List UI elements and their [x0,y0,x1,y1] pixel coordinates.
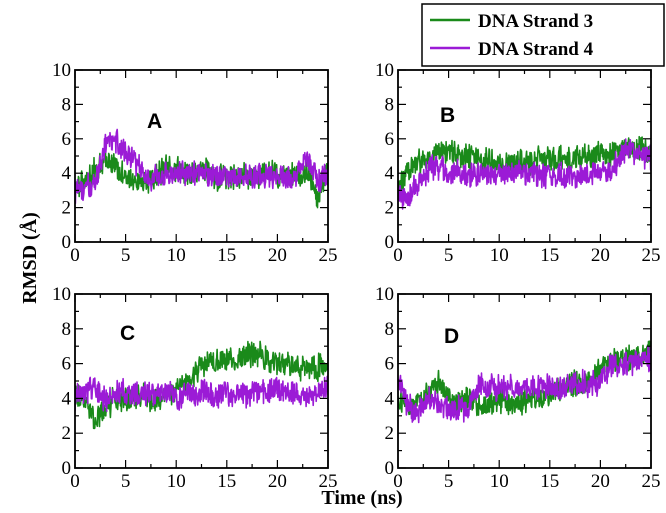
x-axis-title: Time (ns) [321,487,402,509]
y-tick-label-b: 6 [385,129,395,150]
series-line-b-4 [398,138,651,210]
series-line-d-3 [398,340,651,418]
x-tick-label-a: 15 [217,245,236,266]
y-tick-label-d: 0 [385,458,395,479]
x-tick-label-b: 0 [393,245,403,266]
x-tick-label-b: 20 [591,245,610,266]
x-tick-label-c: 10 [167,471,186,492]
y-tick-label-d: 8 [385,319,395,340]
y-tick-label-c: 10 [52,284,71,305]
x-tick-label-d: 5 [444,471,454,492]
y-tick-label-a: 8 [62,94,72,115]
series-line-c-3 [75,340,328,430]
series-line-a-4 [75,128,328,205]
x-tick-label-c: 5 [121,471,131,492]
y-tick-label-a: 0 [62,232,72,253]
x-tick-label-c: 25 [319,471,338,492]
x-tick-label-c: 20 [268,471,287,492]
x-tick-label-a: 20 [268,245,287,266]
panel-label-d: D [444,325,459,348]
panel-label-b: B [440,104,455,127]
y-tick-label-c: 4 [62,388,72,409]
x-tick-label-b: 5 [444,245,454,266]
legend: DNA Strand 3 DNA Strand 4 [421,3,665,67]
panel-b: 0 5 10 15 20 25 0 2 4 6 8 10 B [375,60,661,266]
y-tick-label-b: 4 [385,163,395,184]
x-tick-label-b: 10 [490,245,509,266]
y-tick-label-d: 2 [385,423,395,444]
x-tick-label-d: 15 [540,471,559,492]
panel-label-c: C [120,322,135,345]
y-tick-label-d: 6 [385,354,395,375]
panel-label-a: A [147,110,162,133]
x-tick-label-c: 15 [217,471,236,492]
panel-a: 0 5 10 15 20 25 0 2 4 6 8 10 A [52,60,338,266]
y-tick-label-c: 0 [62,458,72,479]
y-tick-label-a: 6 [62,129,72,150]
y-axis-title: RMSD (Å) [18,212,41,304]
series-line-d-4 [398,345,651,424]
x-tick-label-a: 10 [167,245,186,266]
y-tick-label-c: 2 [62,423,72,444]
series-line-c-4 [75,375,328,413]
y-tick-label-d: 10 [375,284,394,305]
x-tick-label-a: 5 [121,245,131,266]
y-tick-label-a: 4 [62,163,72,184]
x-tick-label-a: 0 [70,245,80,266]
legend-label-strand-3: DNA Strand 3 [478,11,593,32]
x-tick-label-b: 25 [642,245,661,266]
legend-label-strand-4: DNA Strand 4 [478,39,594,60]
legend-box [421,3,665,67]
y-tick-label-a: 10 [52,60,71,81]
y-tick-label-b: 8 [385,94,395,115]
y-tick-label-b: 10 [375,60,394,81]
x-tick-label-d: 25 [642,471,661,492]
x-tick-label-d: 20 [591,471,610,492]
y-tick-label-c: 8 [62,319,72,340]
y-tick-label-c: 6 [62,354,72,375]
x-tick-label-a: 25 [319,245,338,266]
x-tick-label-b: 15 [540,245,559,266]
x-tick-label-c: 0 [70,471,80,492]
x-tick-label-d: 0 [393,471,403,492]
y-tick-label-b: 0 [385,232,395,253]
y-tick-label-d: 4 [385,388,395,409]
series-line-b-3 [398,135,651,196]
y-tick-label-b: 2 [385,198,395,219]
panel-c: 0 5 10 15 20 25 0 2 4 6 8 10 C [52,284,338,492]
panel-d: 0 5 10 15 20 25 0 2 4 6 8 10 D [375,284,661,492]
y-tick-label-a: 2 [62,198,72,219]
x-tick-label-d: 10 [490,471,509,492]
